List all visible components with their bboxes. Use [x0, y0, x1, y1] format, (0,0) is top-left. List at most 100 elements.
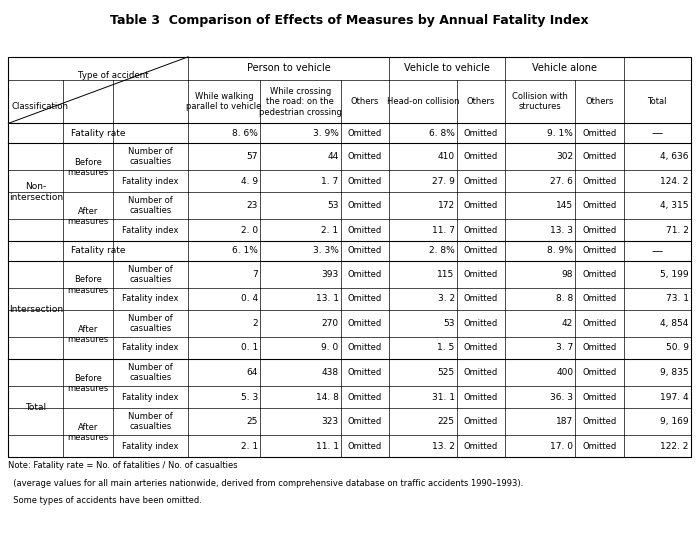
Text: Omitted: Omitted [582, 226, 617, 235]
Text: Non-
intersection: Non- intersection [9, 182, 63, 202]
Text: Before
measures: Before measures [68, 374, 109, 393]
Text: 53: 53 [327, 201, 338, 210]
Text: 323: 323 [322, 417, 338, 426]
Text: 3. 7: 3. 7 [556, 344, 573, 353]
Text: 145: 145 [556, 201, 573, 210]
Text: 2. 0: 2. 0 [240, 226, 258, 235]
Text: Total: Total [647, 97, 667, 106]
Text: 6. 1%: 6. 1% [232, 246, 258, 255]
Text: Intersection: Intersection [9, 305, 63, 314]
Text: 400: 400 [556, 368, 573, 377]
Text: Omitted: Omitted [347, 319, 382, 328]
Text: 172: 172 [438, 201, 454, 210]
Text: After
measures: After measures [68, 423, 109, 442]
Text: Omitted: Omitted [582, 417, 617, 426]
Text: Omitted: Omitted [464, 442, 498, 451]
Text: Omitted: Omitted [464, 201, 498, 210]
Text: Omitted: Omitted [347, 393, 382, 401]
Text: Collision with
structures: Collision with structures [512, 92, 568, 111]
Text: Table 3  Comparison of Effects of Measures by Annual Fatality Index: Table 3 Comparison of Effects of Measure… [110, 14, 589, 27]
Text: Omitted: Omitted [582, 270, 617, 279]
Text: 4, 854: 4, 854 [660, 319, 689, 328]
Text: 4, 636: 4, 636 [660, 152, 689, 161]
Text: 115: 115 [438, 270, 454, 279]
Text: Omitted: Omitted [582, 129, 617, 137]
Text: Before
measures: Before measures [68, 275, 109, 295]
Text: 13. 2: 13. 2 [432, 442, 454, 451]
Text: Omitted: Omitted [464, 417, 498, 426]
Text: Others: Others [467, 97, 495, 106]
Text: 187: 187 [556, 417, 573, 426]
Text: Omitted: Omitted [347, 442, 382, 451]
Text: Person to vehicle: Person to vehicle [247, 63, 331, 74]
Text: Head-on collision: Head-on collision [387, 97, 459, 106]
Text: 17. 0: 17. 0 [550, 442, 573, 451]
Text: 8. 8: 8. 8 [556, 294, 573, 304]
Text: Others: Others [585, 97, 614, 106]
Text: Fatality index: Fatality index [122, 294, 179, 304]
Text: 44: 44 [327, 152, 338, 161]
Text: Omitted: Omitted [464, 246, 498, 255]
Text: 71. 2: 71. 2 [665, 226, 689, 235]
Text: Vehicle alone: Vehicle alone [532, 63, 597, 74]
Text: 31. 1: 31. 1 [432, 393, 454, 401]
Text: Vehicle to vehicle: Vehicle to vehicle [404, 63, 490, 74]
Text: 3. 9%: 3. 9% [312, 129, 338, 137]
Text: Omitted: Omitted [347, 270, 382, 279]
Text: Fatality index: Fatality index [122, 344, 179, 353]
Text: Omitted: Omitted [582, 246, 617, 255]
Text: Omitted: Omitted [582, 442, 617, 451]
Text: Number of
casualties: Number of casualties [129, 363, 173, 382]
Text: Omitted: Omitted [464, 270, 498, 279]
Text: (average values for all main arteries nationwide, derived from comprehensive dat: (average values for all main arteries na… [8, 479, 524, 488]
Text: Omitted: Omitted [347, 201, 382, 210]
Text: 2. 1: 2. 1 [322, 226, 338, 235]
Text: 0. 1: 0. 1 [240, 344, 258, 353]
Text: Omitted: Omitted [464, 344, 498, 353]
Text: 0. 4: 0. 4 [240, 294, 258, 304]
Text: 27. 6: 27. 6 [550, 176, 573, 186]
Text: Omitted: Omitted [582, 368, 617, 377]
Text: 197. 4: 197. 4 [660, 393, 689, 401]
Text: 6. 8%: 6. 8% [428, 129, 454, 137]
Text: Fatality index: Fatality index [122, 393, 179, 401]
Text: Omitted: Omitted [347, 344, 382, 353]
Text: While crossing
the road: on the
pedestrian crossing: While crossing the road: on the pedestri… [259, 87, 342, 117]
Text: 124. 2: 124. 2 [660, 176, 689, 186]
Text: Omitted: Omitted [464, 368, 498, 377]
Text: 9. 1%: 9. 1% [547, 129, 573, 137]
Text: Omitted: Omitted [464, 393, 498, 401]
Text: Fatality rate: Fatality rate [71, 246, 126, 255]
Text: Omitted: Omitted [347, 176, 382, 186]
Text: 4. 9: 4. 9 [240, 176, 258, 186]
Text: 1. 5: 1. 5 [438, 344, 454, 353]
Text: Omitted: Omitted [464, 294, 498, 304]
Text: 50. 9: 50. 9 [665, 344, 689, 353]
Text: Omitted: Omitted [582, 393, 617, 401]
Text: 8. 9%: 8. 9% [547, 246, 573, 255]
Text: Omitted: Omitted [582, 201, 617, 210]
Text: 225: 225 [438, 417, 454, 426]
Text: Omitted: Omitted [464, 152, 498, 161]
Text: 393: 393 [322, 270, 338, 279]
Text: 525: 525 [438, 368, 454, 377]
Text: 13. 3: 13. 3 [550, 226, 573, 235]
Text: Omitted: Omitted [582, 319, 617, 328]
Text: 14. 8: 14. 8 [316, 393, 338, 401]
Text: 98: 98 [562, 270, 573, 279]
Text: 3. 3%: 3. 3% [312, 246, 338, 255]
Text: Before
measures: Before measures [68, 157, 109, 177]
Text: Omitted: Omitted [347, 246, 382, 255]
Text: Omitted: Omitted [347, 152, 382, 161]
Text: 410: 410 [438, 152, 454, 161]
Text: Omitted: Omitted [347, 417, 382, 426]
Text: 11. 7: 11. 7 [432, 226, 454, 235]
Text: Omitted: Omitted [347, 129, 382, 137]
Text: 1. 7: 1. 7 [322, 176, 338, 186]
Text: 3. 2: 3. 2 [438, 294, 454, 304]
Text: Omitted: Omitted [464, 129, 498, 137]
Text: 36. 3: 36. 3 [550, 393, 573, 401]
Text: Omitted: Omitted [582, 294, 617, 304]
Text: Classification: Classification [11, 102, 69, 111]
Text: Fatality index: Fatality index [122, 226, 179, 235]
